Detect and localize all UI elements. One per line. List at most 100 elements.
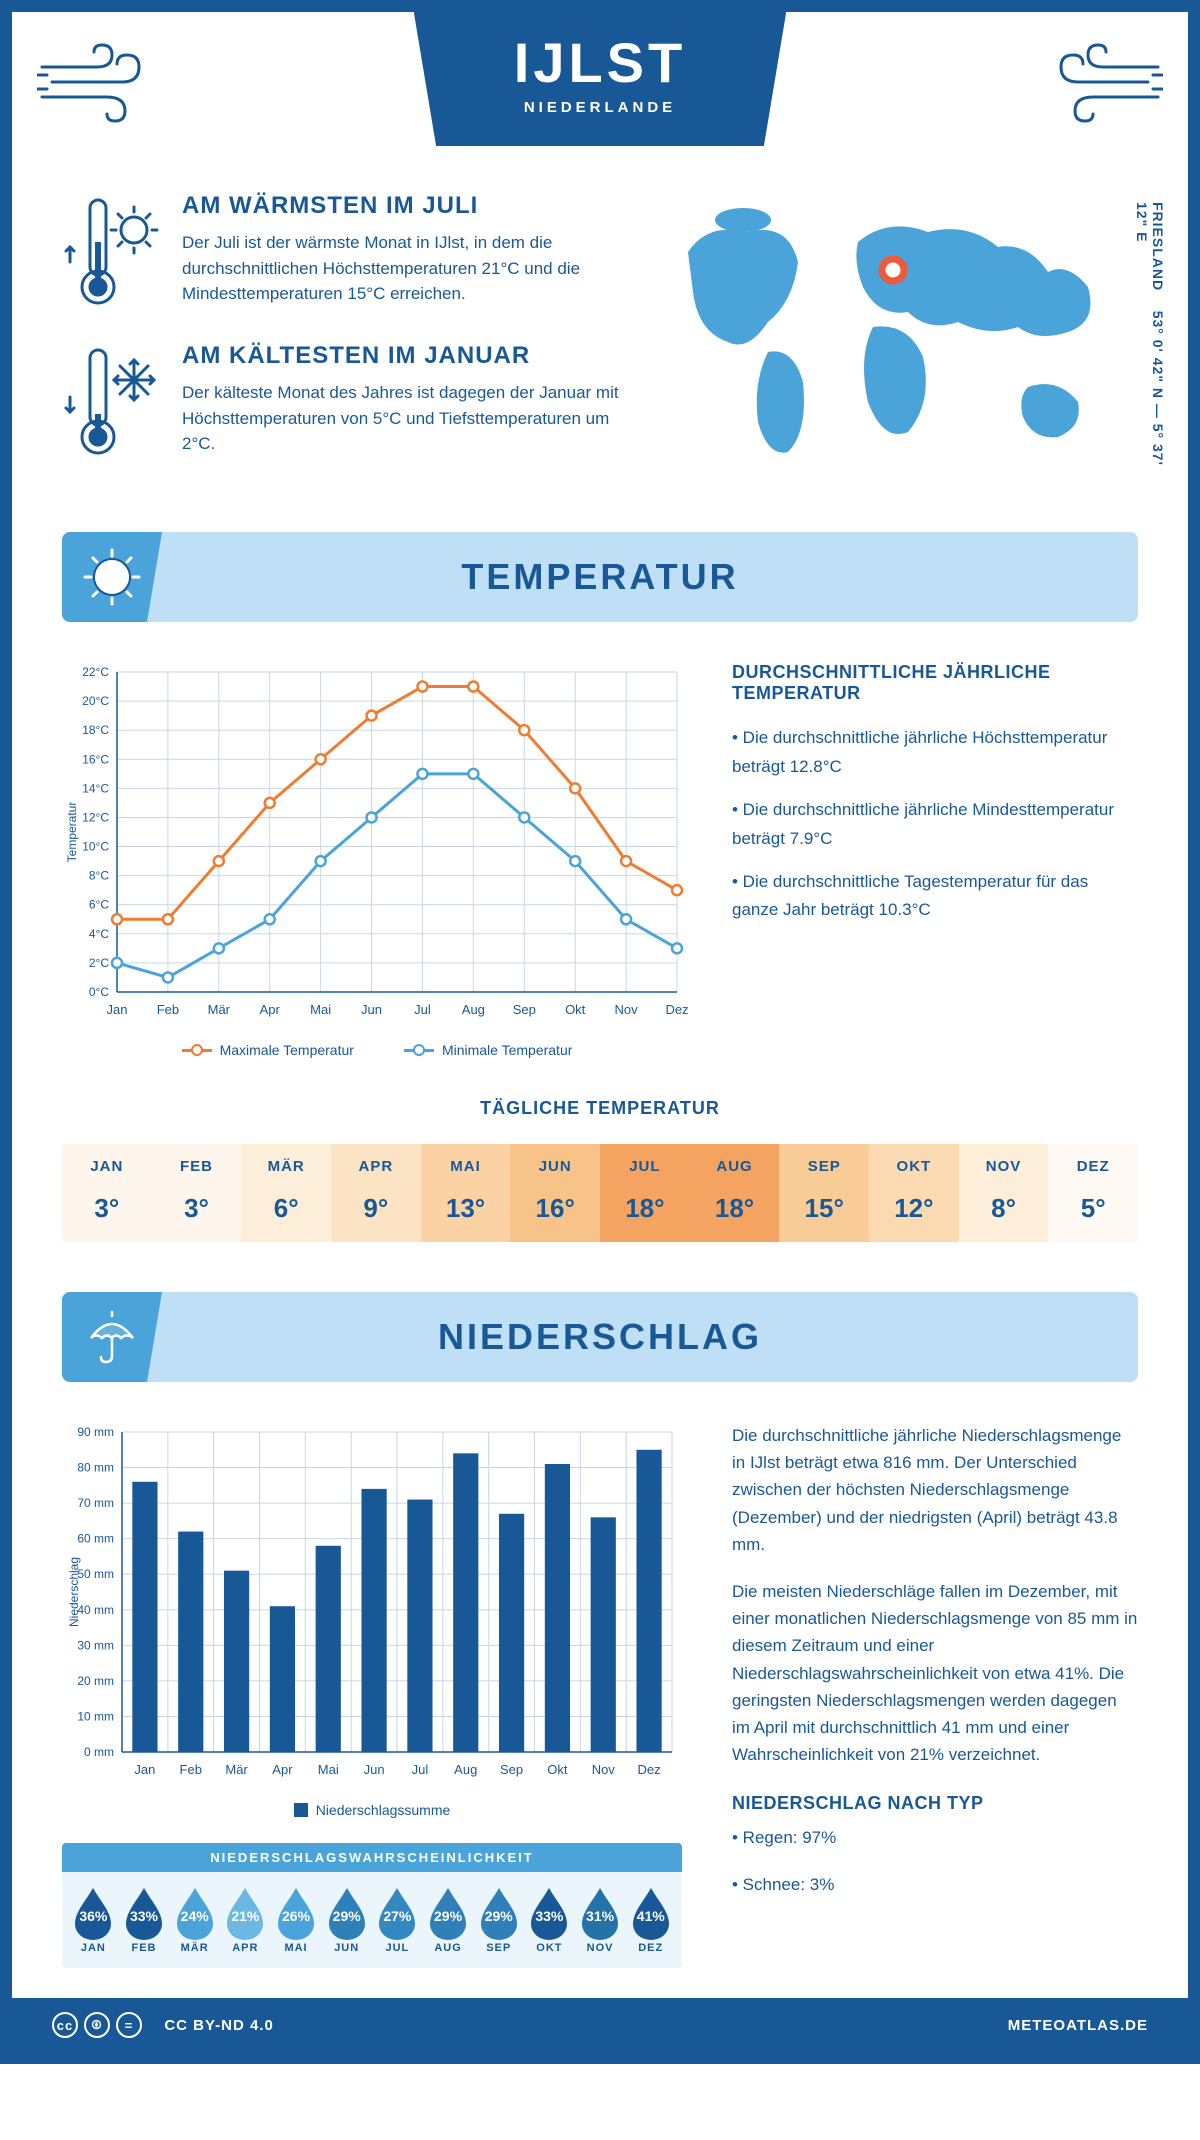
precip-para-0: Die durchschnittliche jährliche Niedersc… <box>732 1422 1138 1558</box>
prob-cell: 36%JAN <box>68 1884 119 1954</box>
svg-text:18°C: 18°C <box>82 723 109 737</box>
svg-text:Dez: Dez <box>638 1762 661 1777</box>
svg-text:Feb: Feb <box>180 1762 202 1777</box>
top-section: AM WÄRMSTEN IM JULI Der Juli ist der wär… <box>12 182 1188 532</box>
svg-text:22°C: 22°C <box>82 665 109 679</box>
svg-text:Nov: Nov <box>615 1002 639 1017</box>
svg-text:2°C: 2°C <box>89 956 109 970</box>
svg-text:90 mm: 90 mm <box>77 1425 114 1439</box>
svg-text:10 mm: 10 mm <box>77 1709 114 1723</box>
temp-info-title: DURCHSCHNITTLICHE JÄHRLICHE TEMPERATUR <box>732 662 1138 704</box>
svg-text:Aug: Aug <box>454 1762 477 1777</box>
precip-type-1: • Schnee: 3% <box>732 1871 1138 1898</box>
temp-bullet-0: • Die durchschnittliche jährliche Höchst… <box>732 724 1138 782</box>
daily-cell: MÄR6° <box>241 1144 331 1242</box>
svg-text:Jul: Jul <box>414 1002 431 1017</box>
svg-text:4°C: 4°C <box>89 927 109 941</box>
summaries: AM WÄRMSTEN IM JULI Der Juli ist der wär… <box>62 192 628 492</box>
svg-text:Apr: Apr <box>272 1762 293 1777</box>
prob-cell: 26%MAI <box>271 1884 322 1954</box>
license-block: cc 🅯 = CC BY-ND 4.0 <box>52 2012 274 2038</box>
raindrop-icon: 36% <box>71 1884 115 1940</box>
daily-cell: JAN3° <box>62 1144 152 1242</box>
prob-cell: 29%AUG <box>423 1884 474 1954</box>
svg-text:Jul: Jul <box>412 1762 429 1777</box>
svg-text:Okt: Okt <box>547 1762 568 1777</box>
svg-text:12°C: 12°C <box>82 810 109 824</box>
world-map-icon <box>658 192 1118 472</box>
svg-text:80 mm: 80 mm <box>77 1461 114 1475</box>
raindrop-icon: 29% <box>426 1884 470 1940</box>
temp-heading: TEMPERATUR <box>461 556 738 598</box>
temp-bullet-2: • Die durchschnittliche Tagestemperatur … <box>732 868 1138 926</box>
summary-cold-title: AM KÄLTESTEN IM JANUAR <box>182 342 628 370</box>
page-title: IJLST <box>514 30 686 95</box>
section-tab-precip <box>62 1292 162 1382</box>
prob-cell: 24%MÄR <box>169 1884 220 1954</box>
daily-temp: TÄGLICHE TEMPERATUR JAN3°FEB3°MÄR6°APR9°… <box>12 1078 1188 1292</box>
svg-text:Mär: Mär <box>225 1762 248 1777</box>
section-header-precip: NIEDERSCHLAG <box>62 1292 1138 1382</box>
raindrop-icon: 24% <box>173 1884 217 1940</box>
temp-bullet-1: • Die durchschnittliche jährliche Mindes… <box>732 796 1138 854</box>
svg-text:0°C: 0°C <box>89 985 109 999</box>
raindrop-icon: 27% <box>375 1884 419 1940</box>
temp-line-chart: 0°C2°C4°C6°C8°C10°C12°C14°C16°C18°C20°C2… <box>62 662 692 1058</box>
daily-cell: MAI13° <box>421 1144 511 1242</box>
summary-warm-title: AM WÄRMSTEN IM JULI <box>182 192 628 220</box>
infographic-page: IJLST NIEDERLANDE <box>0 0 1200 2064</box>
site-name: METEOATLAS.DE <box>1008 2017 1148 2034</box>
svg-text:Apr: Apr <box>260 1002 281 1017</box>
svg-text:8°C: 8°C <box>89 869 109 883</box>
temp-info: DURCHSCHNITTLICHE JÄHRLICHE TEMPERATUR •… <box>732 662 1138 1058</box>
svg-text:40 mm: 40 mm <box>77 1603 114 1617</box>
svg-text:30 mm: 30 mm <box>77 1638 114 1652</box>
svg-text:Jun: Jun <box>361 1002 382 1017</box>
raindrop-icon: 33% <box>122 1884 166 1940</box>
summary-warm-text: AM WÄRMSTEN IM JULI Der Juli ist der wär… <box>182 192 628 307</box>
svg-text:Jan: Jan <box>134 1762 155 1777</box>
svg-text:Jun: Jun <box>364 1762 385 1777</box>
prob-row: 36%JAN 33%FEB 24%MÄR 21%APR 26%MAI 29%JU… <box>62 1872 682 1958</box>
raindrop-icon: 21% <box>223 1884 267 1940</box>
svg-text:Mai: Mai <box>310 1002 331 1017</box>
prob-cell: 33%OKT <box>524 1884 575 1954</box>
svg-text:Feb: Feb <box>157 1002 179 1017</box>
svg-text:70 mm: 70 mm <box>77 1496 114 1510</box>
prob-cell: 29%SEP <box>473 1884 524 1954</box>
svg-text:Aug: Aug <box>462 1002 485 1017</box>
svg-text:Jan: Jan <box>107 1002 128 1017</box>
daily-cell: AUG18° <box>690 1144 780 1242</box>
daily-temp-grid: JAN3°FEB3°MÄR6°APR9°MAI13°JUN16°JUL18°AU… <box>62 1144 1138 1242</box>
svg-text:6°C: 6°C <box>89 898 109 912</box>
prob-panel-title: NIEDERSCHLAGSWAHRSCHEINLICHKEIT <box>62 1843 682 1872</box>
legend-precip: Niederschlagssumme <box>294 1802 451 1818</box>
svg-text:14°C: 14°C <box>82 781 109 795</box>
precip-legend: Niederschlagssumme <box>62 1802 682 1818</box>
svg-text:20°C: 20°C <box>82 694 109 708</box>
precip-type-title: NIEDERSCHLAG NACH TYP <box>732 1793 1138 1814</box>
daily-temp-title: TÄGLICHE TEMPERATUR <box>62 1098 1138 1119</box>
precip-heading: NIEDERSCHLAG <box>438 1316 762 1358</box>
svg-text:Temperatur: Temperatur <box>65 802 79 863</box>
umbrella-icon <box>83 1308 141 1366</box>
temp-legend: Maximale Temperatur Minimale Temperatur <box>62 1042 692 1058</box>
daily-cell: OKT12° <box>869 1144 959 1242</box>
title-banner: IJLST NIEDERLANDE <box>414 12 786 146</box>
raindrop-icon: 26% <box>274 1884 318 1940</box>
precip-info: Die durchschnittliche jährliche Niedersc… <box>732 1422 1138 1968</box>
cc-icon: cc <box>52 2012 78 2038</box>
prob-cell: 41%DEZ <box>625 1884 676 1954</box>
raindrop-icon: 29% <box>325 1884 369 1940</box>
svg-text:Dez: Dez <box>665 1002 688 1017</box>
region-label: FRIESLAND <box>1150 202 1166 291</box>
summary-warm-body: Der Juli ist der wärmste Monat in IJlst,… <box>182 230 628 307</box>
summary-cold-body: Der kälteste Monat des Jahres ist dagege… <box>182 380 628 457</box>
section-tab-temp <box>62 532 162 622</box>
svg-text:Mai: Mai <box>318 1762 339 1777</box>
legend-max: Maximale Temperatur <box>182 1042 354 1058</box>
temp-body: 0°C2°C4°C6°C8°C10°C12°C14°C16°C18°C20°C2… <box>12 622 1188 1078</box>
daily-cell: DEZ5° <box>1048 1144 1138 1242</box>
svg-text:Okt: Okt <box>565 1002 586 1017</box>
prob-cell: 21%APR <box>220 1884 271 1954</box>
